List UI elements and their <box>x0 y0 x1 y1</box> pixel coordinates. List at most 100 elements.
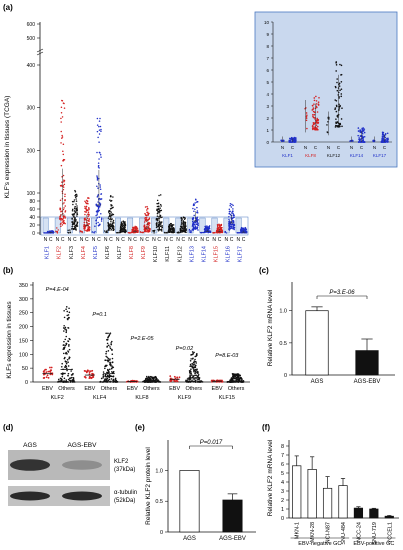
others-point <box>106 374 109 377</box>
others-point <box>65 306 68 308</box>
cancer-point <box>181 222 183 224</box>
others-point <box>233 377 235 380</box>
cancer-point <box>110 207 113 210</box>
bar-category-label: AGS-EBV <box>354 379 381 385</box>
inset-cancer-point <box>315 103 318 105</box>
inset-group-letter-c: C <box>337 145 341 150</box>
cancer-point <box>182 220 185 222</box>
cancer-point <box>99 197 101 200</box>
ebv-point <box>45 368 47 371</box>
inset-cancer-point <box>339 89 341 92</box>
others-point <box>197 381 199 383</box>
others-point <box>191 379 193 381</box>
others-point <box>192 352 194 355</box>
normal-point <box>190 231 192 234</box>
cancer-point <box>85 208 87 210</box>
bar-ytick-label: 1 <box>281 507 284 513</box>
others-point <box>193 351 195 354</box>
cancer-point <box>146 217 148 219</box>
cancer-point <box>62 153 65 156</box>
others-point <box>65 362 68 365</box>
ebv-point <box>45 371 48 374</box>
cancer-point <box>233 216 236 218</box>
cancer-point <box>64 210 67 212</box>
cancer-point <box>108 227 111 229</box>
bar-category-label: YCCEL1 <box>387 522 393 543</box>
group-label-positive: EBV-positive GC <box>353 541 394 547</box>
bar-ytick-label: 7 <box>281 453 284 459</box>
cancer-point <box>183 227 186 229</box>
others-point <box>194 364 197 367</box>
group-letter-c: C <box>133 237 137 243</box>
cancer-point <box>120 223 123 225</box>
others-point <box>65 308 67 311</box>
others-point <box>69 338 71 341</box>
others-point <box>63 309 65 312</box>
group-letter-n: N <box>104 237 108 243</box>
others-point <box>111 349 113 351</box>
cancer-point <box>74 226 77 229</box>
inset-cancer-point <box>341 107 343 109</box>
inset-cancer-point <box>317 121 320 124</box>
cancer-point <box>85 199 88 202</box>
normal-point <box>238 232 241 234</box>
group-letter-n: N <box>68 237 72 243</box>
inset-cancer-point <box>362 136 364 139</box>
others-point <box>196 372 199 374</box>
cancer-point <box>97 187 99 189</box>
bar-ytick-label: 3 <box>281 489 284 495</box>
cancer-point <box>172 228 174 230</box>
panel-a-ytick-label: 60 <box>29 207 35 213</box>
panel-b-ytick-label: 100 <box>19 352 28 358</box>
others-point <box>67 316 70 319</box>
cancer-point <box>72 215 75 218</box>
inset-cancer-point <box>335 118 337 120</box>
cancer-point <box>100 218 103 221</box>
bar-category-label: MKN-1 <box>295 522 301 539</box>
panel-b-ytick-label: 250 <box>19 311 28 317</box>
cancer-point <box>217 227 220 229</box>
cancer-point <box>98 125 100 128</box>
cancer-point <box>111 218 113 220</box>
cancer-point <box>73 222 75 224</box>
normal-point <box>166 231 168 234</box>
p-value-label: P=0.017 <box>200 440 223 446</box>
inset-cancer-point <box>290 141 293 143</box>
others-point <box>67 314 70 316</box>
category-label: KLF6 <box>105 246 111 259</box>
panel-b-x-labels: P=4.E-04 EBV Others KLF2 P=0.1 EBV Others KLF4 P… <box>42 287 245 401</box>
bar <box>292 465 302 519</box>
cancer-point <box>124 225 126 227</box>
inset-cancer-point <box>312 116 315 119</box>
inset-cancer-point <box>315 95 317 98</box>
cancer-point <box>168 225 171 228</box>
panel-b-ylabel: KLFs expression in tissues <box>6 301 13 379</box>
cancer-point <box>109 227 112 230</box>
normal-point <box>80 230 82 232</box>
cancer-point <box>134 225 136 228</box>
inset-cancer-point <box>359 129 361 131</box>
ebv-point <box>176 376 179 379</box>
panel-c-ylabel: Relative KLF2 mRNA level <box>267 289 274 366</box>
cancer-point <box>62 186 65 188</box>
inset-normal-point <box>326 131 329 134</box>
cancer-point <box>61 181 63 183</box>
others-point <box>66 314 69 317</box>
cancer-point <box>75 193 77 196</box>
blot-lane-label-1: AGS <box>23 442 37 449</box>
ebv-point <box>84 376 87 378</box>
cancer-point <box>157 202 159 205</box>
cancer-point <box>167 230 170 232</box>
others-point <box>107 335 110 338</box>
panel-b-ticks: 0 50 100 150 200 250 300 350 <box>19 283 33 386</box>
normal-point <box>118 232 120 234</box>
cancer-point <box>143 224 146 227</box>
cancer-point <box>96 205 99 208</box>
cancer-point <box>59 223 62 225</box>
others-point <box>107 332 109 335</box>
cancer-point <box>122 224 124 227</box>
others-point <box>226 381 229 383</box>
cancer-point <box>99 223 101 226</box>
bar-category-label: SNU-484 <box>341 522 347 545</box>
normal-point <box>188 228 191 231</box>
